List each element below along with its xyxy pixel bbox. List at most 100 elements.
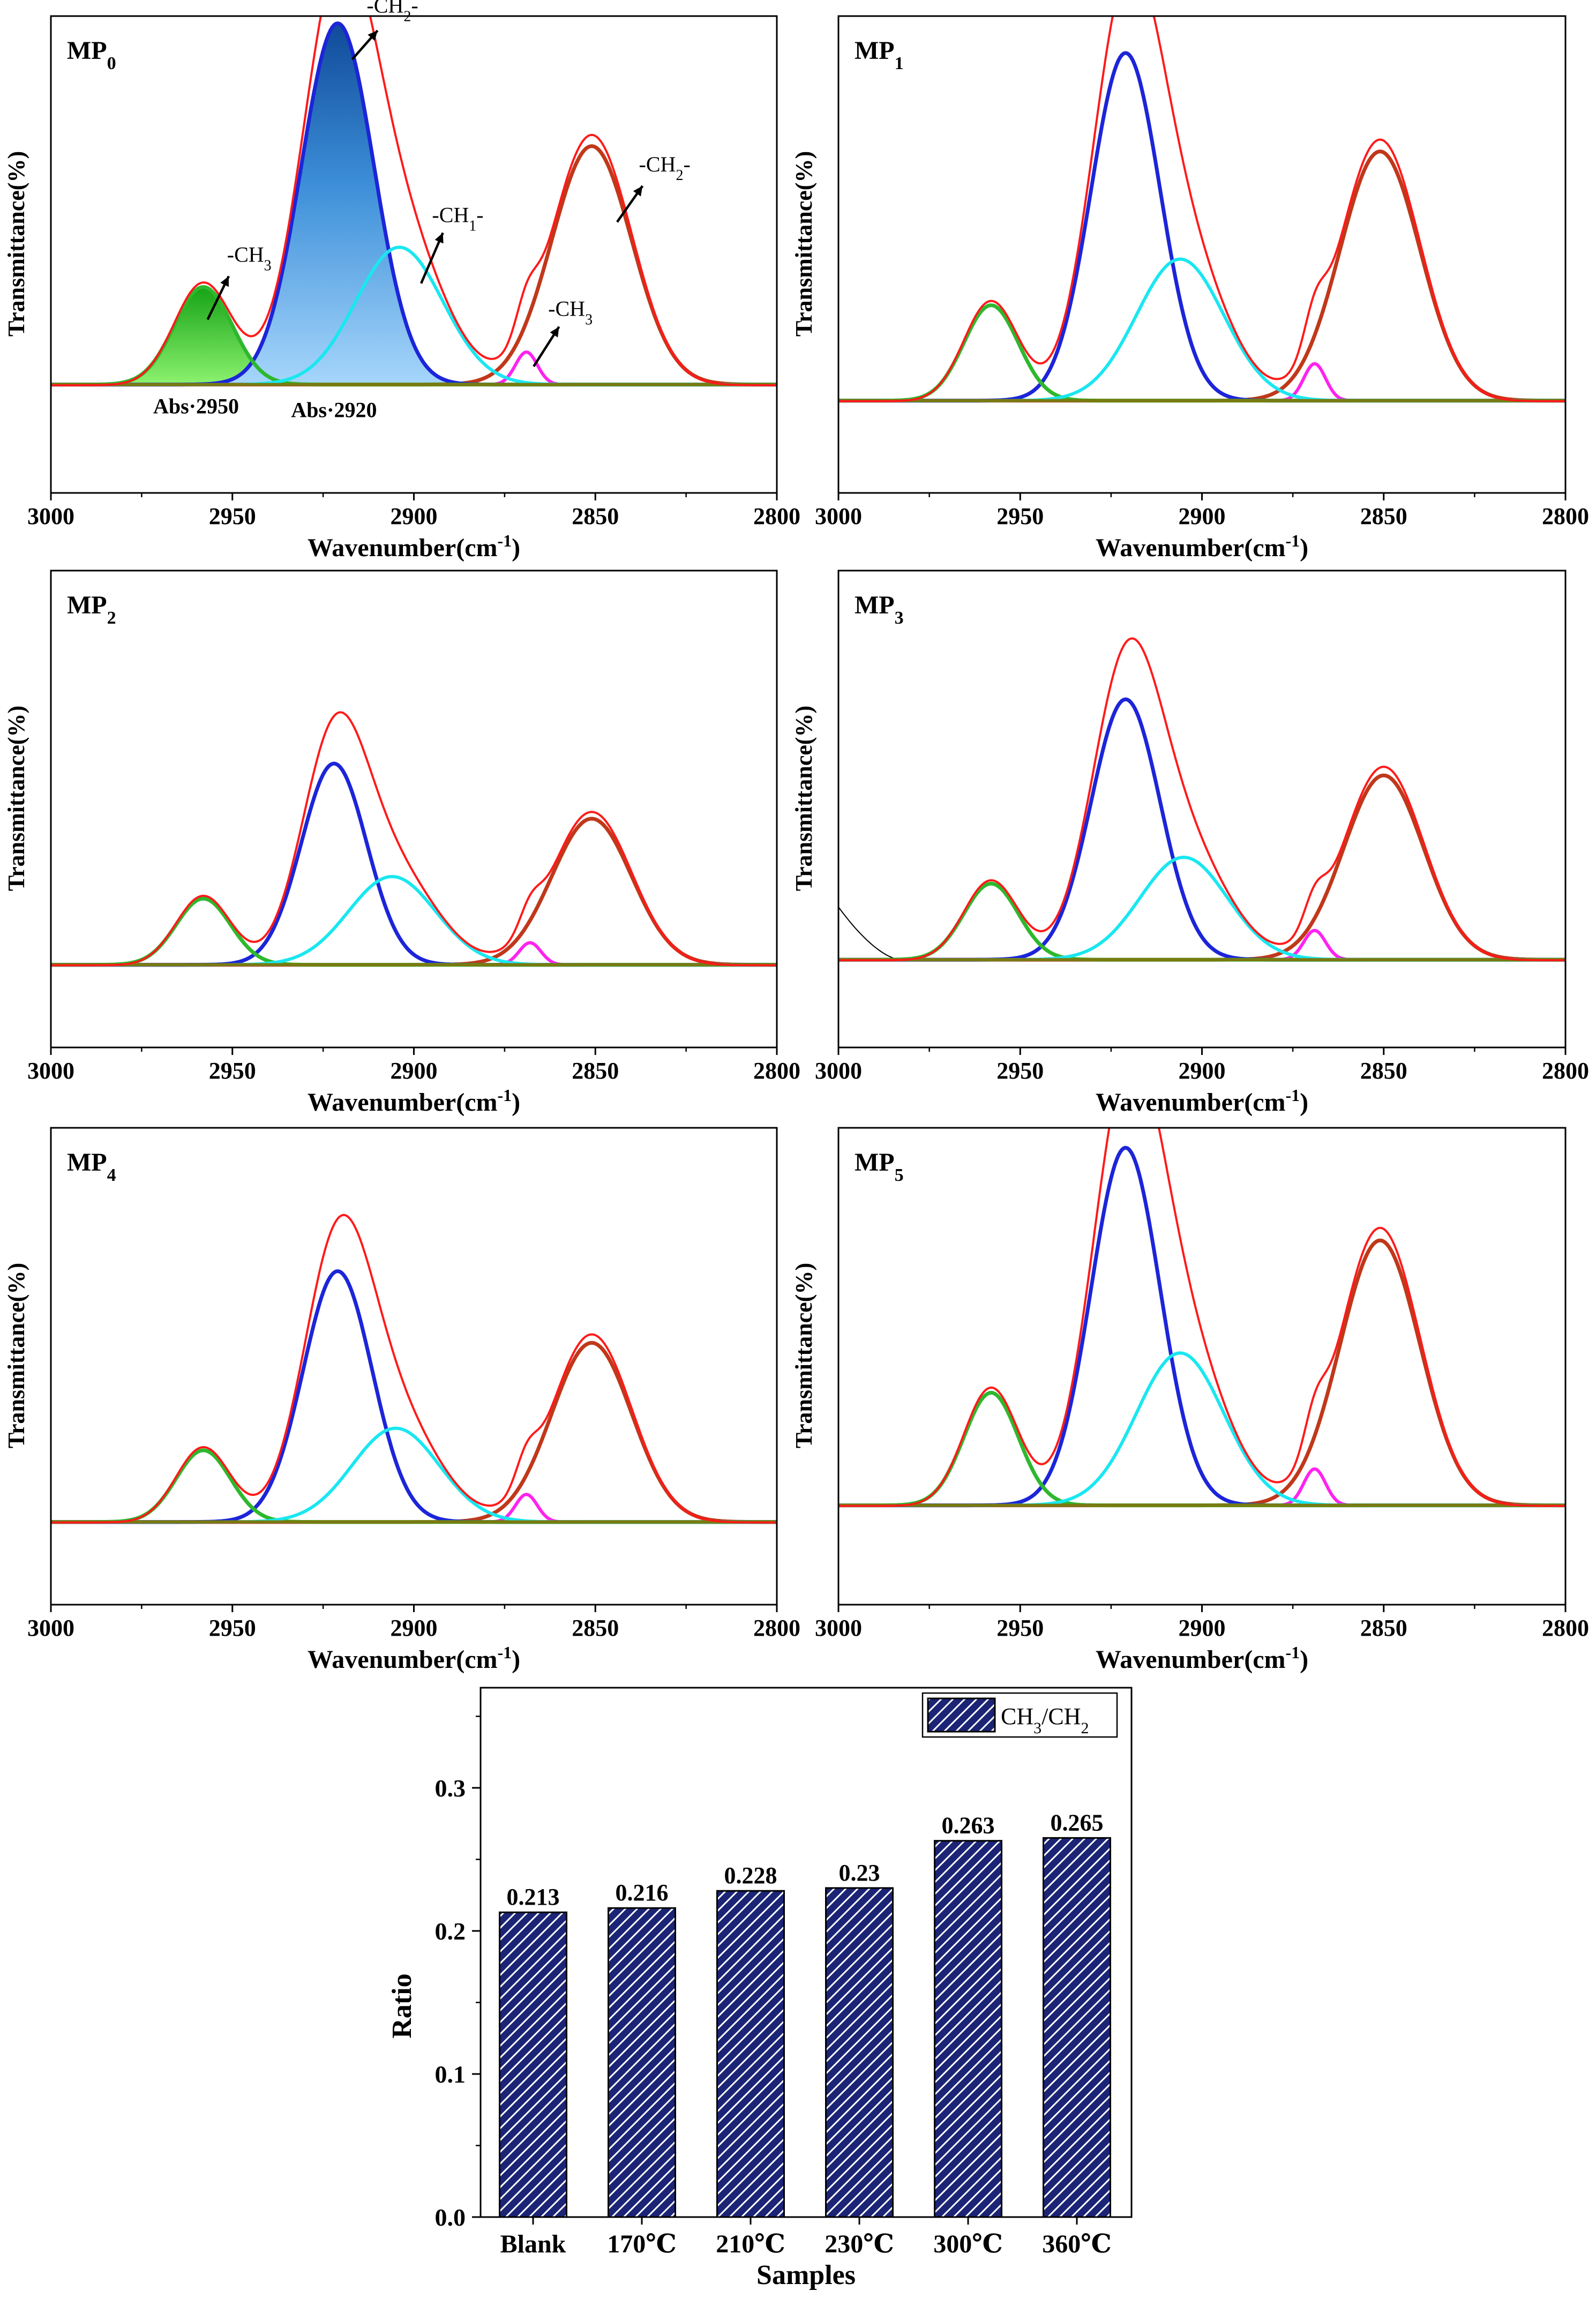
- y-axis-title: Transmittance(%): [791, 151, 817, 336]
- plot-area: [838, 637, 1565, 962]
- x-axis-title: Wavenumber(cm-1): [1096, 1085, 1308, 1117]
- x-tick-label: 2900: [1179, 1615, 1226, 1641]
- x-axis-title: Wavenumber(cm-1): [1096, 1643, 1308, 1674]
- annotation-sub: 2: [676, 167, 683, 183]
- x-tick-label: 2900: [1179, 503, 1226, 529]
- annotation-end: -: [411, 0, 418, 17]
- annotation-arrowhead: [550, 326, 559, 338]
- x-axis-title-end: ): [512, 534, 520, 562]
- x-axis-title-sup: -1: [1285, 1643, 1300, 1662]
- annotation-arrowhead: [368, 30, 378, 41]
- bar-value-label: 0.228: [724, 1862, 777, 1889]
- legend-sub: 3: [1033, 1719, 1041, 1737]
- bar-value-label: 0.263: [942, 1813, 995, 1839]
- panel-label: MP3: [855, 591, 904, 628]
- annotation-end: -: [476, 203, 483, 227]
- x-tick-label: 3000: [815, 503, 862, 529]
- y-tick-label: 0.1: [435, 2061, 466, 2088]
- spectrum-panel: 3000 2950 2900 2850 2800Wavenumber(cm-1)Tran…: [3, 570, 800, 1117]
- peak-fill: [81, 287, 326, 385]
- annotation-text: -CH: [548, 297, 585, 321]
- x-tick-label: 2850: [1360, 1615, 1407, 1641]
- x-tick-label: 3000: [815, 1058, 862, 1084]
- x-tick-label: 2950: [996, 1058, 1044, 1084]
- annotation-text: -CH: [432, 203, 469, 227]
- plot-area: [51, 1214, 777, 1524]
- annotation-text: -CH: [639, 152, 676, 176]
- abs2950-label: Abs·2950: [153, 394, 239, 418]
- y-axis-title: Transmittance(%): [791, 706, 817, 891]
- x-tick-label: 2850: [572, 1615, 619, 1641]
- spectrum-panel: 3000 2950 2900 2850 2800Wavenumber(cm-1)Tran…: [791, 1127, 1589, 1674]
- x-tick-label: 3000: [27, 503, 74, 529]
- x-tick-label: 3000: [815, 1615, 862, 1641]
- x-axis-title-sup: -1: [497, 1085, 512, 1105]
- spectrum-panel: 3000 2950 2900 2850 2800Wavenumber(cm-1)Tran…: [3, 15, 800, 562]
- x-axis-title: Wavenumber(cm-1): [308, 1643, 520, 1674]
- panel-label: MP0: [67, 36, 116, 73]
- x-axis-title-main: Wavenumber(cm: [308, 1088, 498, 1117]
- y-axis-title: Ratio: [387, 1973, 417, 2038]
- category-label: 210℃: [716, 2230, 785, 2258]
- envelope-curve: [838, 16, 1565, 402]
- x-tick-label: 2800: [1542, 1058, 1589, 1084]
- envelope-curve: [838, 637, 1565, 962]
- bar: [825, 1887, 894, 2218]
- panel-label-sub: 2: [107, 608, 116, 628]
- panel-label-main: MP: [67, 36, 107, 65]
- x-axis-title-sup: -1: [497, 1643, 512, 1662]
- envelope-curve: [838, 1128, 1565, 1507]
- x-tick-label: 2900: [391, 1058, 438, 1084]
- y-axis-title: Transmittance(%): [3, 151, 29, 336]
- raw-trace-line: [838, 907, 901, 961]
- y-tick-label: 0.0: [435, 2204, 466, 2231]
- spectrum-panel: 3000 2950 2900 2850 2800Wavenumber(cm-1)Tran…: [3, 1127, 800, 1674]
- x-tick-label: 2800: [753, 1058, 800, 1084]
- x-axis-title: Wavenumber(cm-1): [1096, 531, 1308, 562]
- category-label: 230℃: [825, 2230, 894, 2258]
- x-axis-title-main: Wavenumber(cm: [308, 534, 498, 562]
- panel-label: MP2: [67, 591, 116, 628]
- x-axis-title-end: ): [1300, 1088, 1308, 1117]
- annotation-sub: 2: [403, 8, 411, 25]
- x-tick-label: 2950: [209, 1615, 256, 1641]
- panel-label-main: MP: [67, 1148, 107, 1177]
- peak-fill: [185, 23, 490, 385]
- x-tick-label: 2850: [1360, 503, 1407, 529]
- x-tick-label: 2800: [753, 1615, 800, 1641]
- x-axis-title-main: Wavenumber(cm: [1096, 534, 1286, 562]
- bar-value-label: 0.23: [839, 1860, 880, 1886]
- panel-label: MP5: [855, 1148, 904, 1185]
- x-axis-title-main: Wavenumber(cm: [308, 1645, 498, 1674]
- bar: [716, 1890, 785, 2218]
- x-tick-label: 2850: [572, 1058, 619, 1084]
- panel-label: MP1: [855, 36, 904, 73]
- y-tick-label: 0.2: [435, 1918, 466, 1945]
- y-axis-title: Transmittance(%): [3, 1263, 29, 1448]
- envelope-curve: [51, 1214, 777, 1524]
- panel-label-main: MP: [855, 36, 895, 65]
- annotation-sub: 3: [585, 311, 593, 328]
- annotation-sub: 3: [264, 257, 272, 274]
- annotation-arrowhead: [633, 185, 643, 197]
- x-tick-label: 2800: [1542, 503, 1589, 529]
- annotation-label: -CH2-: [639, 152, 691, 184]
- annotation-end: -: [683, 152, 690, 176]
- y-axis-title: Transmittance(%): [791, 1263, 817, 1448]
- x-tick-label: 2950: [996, 503, 1044, 529]
- x-axis-title-end: ): [1300, 1645, 1308, 1674]
- x-axis-title-sup: -1: [1285, 1085, 1300, 1105]
- panel-label-sub: 5: [895, 1165, 904, 1185]
- annotation-label: -CH3: [227, 242, 272, 274]
- annotation-sub: 1: [469, 218, 476, 234]
- panel-label-main: MP: [67, 591, 107, 619]
- x-axis-title-end: ): [1300, 534, 1308, 562]
- x-axis-title-sup: -1: [1285, 531, 1300, 550]
- bar-value-label: 0.216: [616, 1880, 669, 1906]
- y-tick-label: 0.3: [435, 1775, 466, 1802]
- category-label: 360℃: [1042, 2230, 1112, 2258]
- panel-label-sub: 4: [107, 1165, 116, 1185]
- x-tick-label: 2800: [1542, 1615, 1589, 1641]
- x-tick-label: 2850: [572, 503, 619, 529]
